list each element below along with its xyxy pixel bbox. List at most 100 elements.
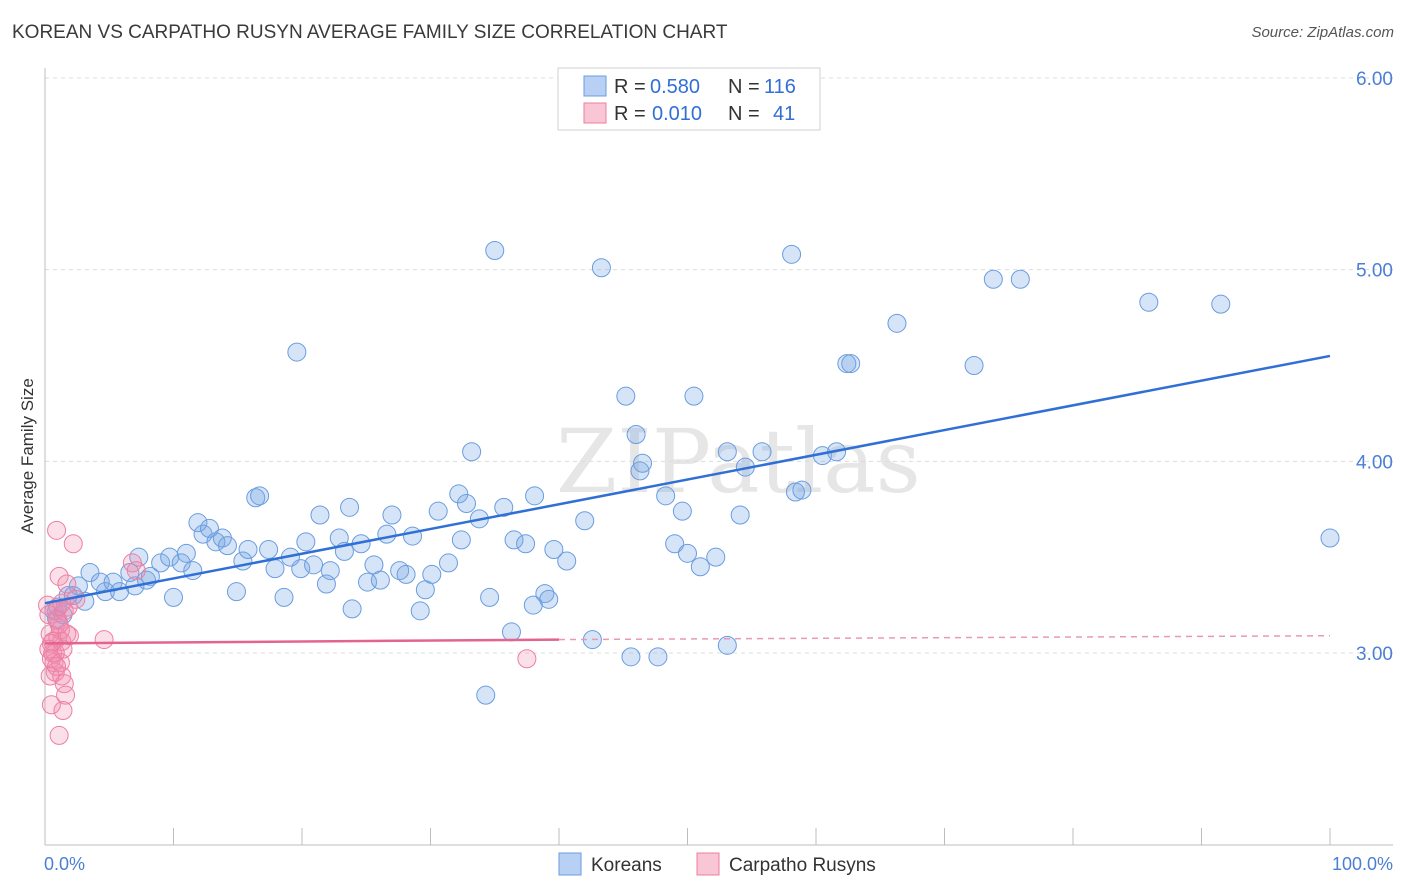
korean-point	[717, 635, 737, 655]
korean-point	[626, 425, 646, 444]
rusyn-point	[47, 656, 67, 676]
y-tick-label: 6.00	[1356, 69, 1393, 90]
chart-title: KOREAN VS CARPATHO RUSYN AVERAGE FAMILY …	[12, 22, 728, 43]
rusyn-point	[52, 593, 72, 613]
rusyn-trend-line	[44, 638, 560, 645]
rusyn-point	[56, 685, 76, 705]
korean-point	[706, 547, 726, 567]
korean-point	[274, 587, 294, 607]
korean-point	[887, 313, 907, 333]
legend-n-value-rusyns: 41	[773, 103, 795, 125]
trend-lines	[44, 354, 1331, 645]
rusyn-point	[126, 561, 146, 581]
legend-r-label-rusyns: R =	[614, 103, 646, 125]
korean-point	[238, 540, 258, 559]
korean-point	[525, 486, 545, 506]
rusyn-point	[49, 725, 69, 745]
rusyn-point	[52, 666, 72, 686]
korean-point	[983, 269, 1003, 289]
bottom-legend-swatch-rusyns	[696, 852, 720, 876]
korean-point	[296, 532, 316, 552]
korean-point	[575, 511, 595, 531]
korean-point	[171, 553, 191, 573]
legend-swatch-rusyns	[583, 102, 607, 124]
rusyn-point	[49, 614, 69, 634]
korean-point	[535, 584, 555, 604]
korean-points	[44, 241, 1340, 705]
korean-point	[1010, 269, 1030, 289]
korean-point	[544, 540, 564, 559]
korean-point	[516, 534, 536, 554]
korean-point	[410, 601, 430, 621]
korean-point	[320, 561, 340, 581]
korean-point	[370, 570, 390, 590]
korean-point	[684, 386, 704, 406]
bottom-legend-koreans: Koreans	[591, 855, 662, 876]
korean-point	[494, 497, 514, 517]
korean-point	[462, 442, 482, 462]
korean-point	[785, 482, 805, 502]
korean-point	[730, 505, 750, 525]
rusyn-point	[63, 534, 83, 554]
korean-point	[428, 501, 448, 521]
rusyn-point	[517, 649, 537, 669]
korean-point	[449, 484, 469, 504]
korean-point	[678, 543, 697, 563]
korean-point	[304, 555, 324, 575]
korean-point	[188, 513, 208, 533]
y-tick-label: 4.00	[1356, 452, 1393, 473]
rusyn-trend-line-dashed	[558, 635, 1331, 641]
korean-point	[557, 551, 577, 571]
korean-point	[616, 386, 636, 406]
legend: R = 0.580 N = 116 R = 0.010 N = 41	[557, 67, 821, 131]
korean-point	[265, 559, 285, 579]
korean-point	[382, 505, 402, 525]
y-axis-title: Average Family Size	[18, 378, 37, 534]
korean-point	[176, 543, 196, 563]
legend-swatch-koreans	[583, 75, 607, 97]
korean-point	[151, 553, 171, 573]
y-tick-label: 3.00	[1356, 644, 1393, 665]
korean-point	[485, 241, 505, 260]
korean-trend-line	[44, 354, 1331, 605]
korean-point	[539, 589, 559, 609]
korean-point	[792, 480, 812, 500]
korean-point	[621, 647, 641, 667]
korean-point	[451, 530, 471, 550]
korean-point	[964, 356, 984, 375]
korean-point	[672, 501, 692, 521]
korean-point	[633, 453, 653, 473]
korean-point	[217, 536, 237, 556]
korean-point	[1139, 292, 1159, 312]
korean-point	[422, 564, 442, 584]
rusyn-points	[38, 520, 537, 745]
x-axis-ticks	[44, 828, 1331, 845]
x-tick-label-max: 100.0%	[1332, 854, 1393, 874]
korean-point	[438, 553, 458, 573]
korean-point	[782, 244, 802, 264]
bottom-legend-swatch-koreans	[558, 852, 582, 876]
korean-point	[504, 530, 524, 550]
korean-point	[690, 557, 710, 577]
korean-point	[501, 622, 521, 642]
legend-r-label-koreans: R =	[614, 76, 646, 98]
rusyn-point	[47, 520, 67, 540]
korean-point	[287, 342, 307, 362]
korean-point	[342, 599, 362, 619]
legend-r-value-koreans: 0.580	[650, 76, 700, 98]
korean-point	[340, 497, 360, 517]
korean-point	[591, 258, 611, 278]
korean-point	[1211, 294, 1231, 314]
korean-point	[841, 354, 861, 374]
korean-point	[648, 647, 668, 667]
korean-point	[1320, 528, 1340, 548]
source-label: Source: ZipAtlas.com	[1251, 24, 1394, 41]
rusyn-point	[49, 566, 69, 586]
korean-point	[717, 442, 737, 462]
rusyn-point	[57, 574, 77, 594]
legend-r-value-rusyns: 0.010	[652, 103, 702, 125]
korean-point	[250, 486, 270, 506]
korean-point	[656, 486, 676, 506]
korean-point	[80, 563, 100, 582]
